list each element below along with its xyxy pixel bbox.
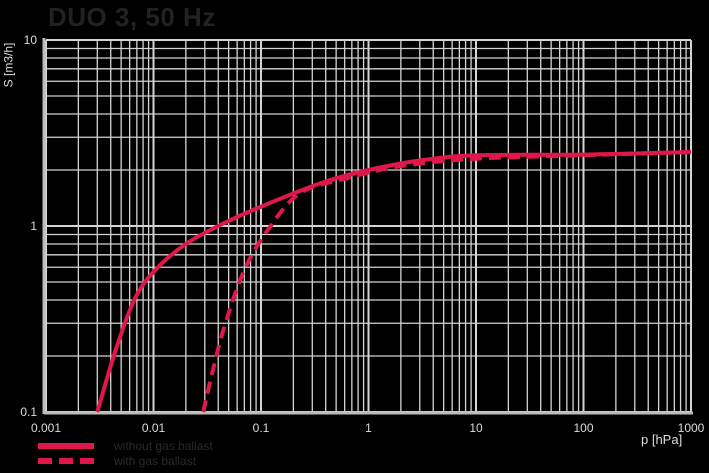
legend-item-without-gas-ballast: without gas ballast [38,438,213,453]
svg-text:10: 10 [469,421,483,435]
svg-text:100: 100 [573,421,593,435]
svg-text:0.01: 0.01 [142,421,166,435]
curve-without-gas-ballast [95,149,692,413]
svg-text:1: 1 [365,421,372,435]
x-axis-label: p [hPa] [641,432,683,447]
svg-text:1: 1 [30,219,37,233]
legend-item-with-gas-ballast: with gas ballast [38,453,213,468]
dashed-line-swatch [38,457,94,464]
curve-with-gas-ballast [201,149,692,413]
legend-label: with gas ballast [114,453,197,468]
solid-line-swatch [38,442,94,449]
svg-text:1000: 1000 [678,421,705,435]
chart-title: DUO 3, 50 Hz [48,2,216,32]
legend: without gas ballast with gas ballast [38,438,213,468]
svg-text:0.1: 0.1 [20,405,37,419]
legend-label: without gas ballast [114,438,213,453]
svg-text:10: 10 [24,33,38,47]
svg-text:0.1: 0.1 [253,421,270,435]
svg-text:0.001: 0.001 [31,421,61,435]
